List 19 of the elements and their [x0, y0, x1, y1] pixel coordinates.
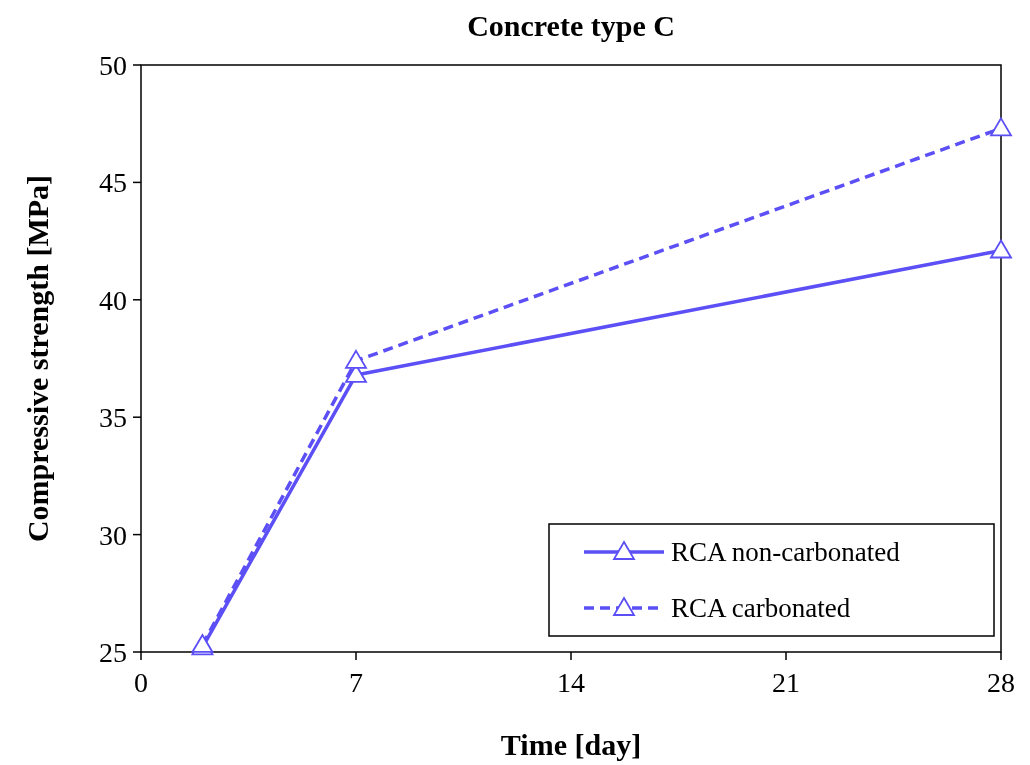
y-tick-label: 50: [99, 50, 127, 81]
y-tick-label: 25: [99, 637, 127, 668]
legend-label: RCA non-carbonated: [671, 537, 901, 567]
y-axis-title: Compressive strength [MPa]: [21, 174, 54, 543]
y-tick-label: 40: [99, 284, 127, 316]
point: [990, 239, 1012, 259]
point: [345, 349, 367, 369]
y-tick-label: 30: [99, 519, 127, 551]
x-axis-title: Time [day]: [500, 728, 642, 761]
y-tick-label: 45: [99, 167, 127, 199]
legend-label: RCA carbonated: [671, 593, 851, 623]
x-tick-label: 14: [557, 667, 585, 698]
x-tick-label: 7: [349, 667, 363, 698]
x-tick-label: 0: [134, 667, 148, 698]
chart-title: Concrete type C: [467, 9, 675, 42]
x-tick-label: 28: [987, 667, 1015, 698]
x-tick-label: 21: [772, 667, 800, 698]
point: [990, 117, 1012, 137]
y-tick-label: 35: [99, 402, 127, 434]
